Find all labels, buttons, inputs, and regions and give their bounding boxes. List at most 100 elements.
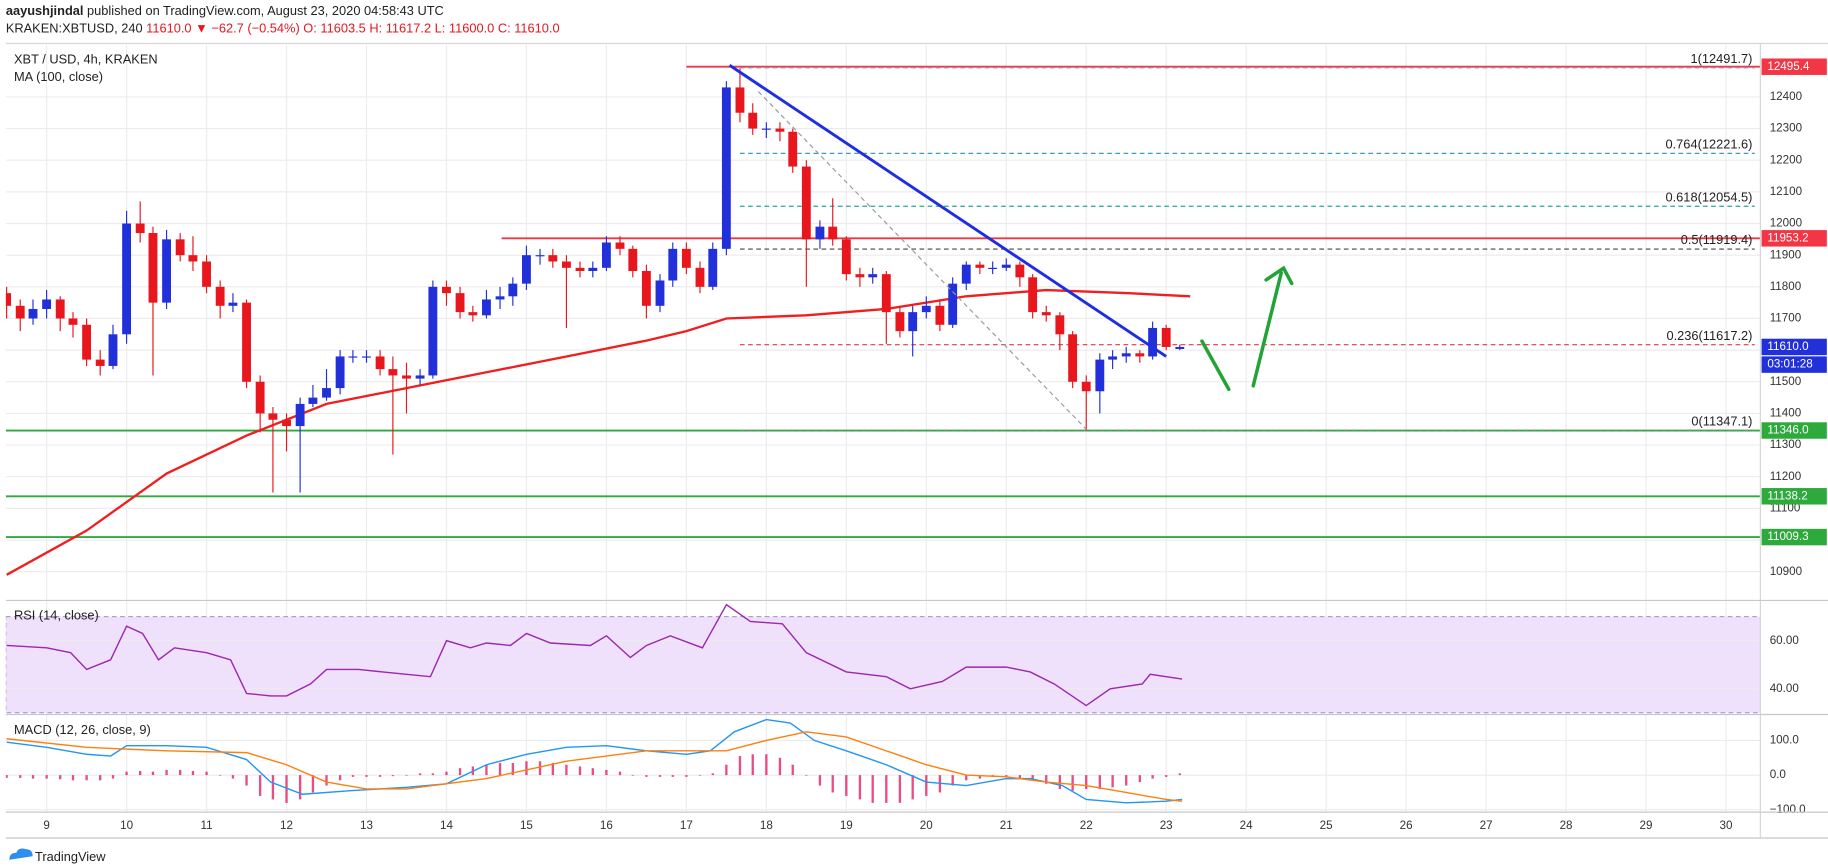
candle-body xyxy=(82,324,92,360)
candle-body xyxy=(308,397,318,404)
fib-label: 0.5(11919.4) xyxy=(1681,232,1753,247)
trendline xyxy=(757,91,1087,430)
author[interactable]: aayushjindal xyxy=(6,3,84,18)
series-line xyxy=(6,603,1183,707)
candle-body xyxy=(988,267,998,270)
x-tick-label: 13 xyxy=(360,819,373,832)
histogram-bar xyxy=(658,775,662,777)
histogram-bar xyxy=(1098,775,1101,789)
candle-body xyxy=(268,413,278,420)
histogram-bar xyxy=(591,768,594,776)
histogram-bar xyxy=(1125,775,1128,786)
price-tag-label: 11610.0 xyxy=(1767,340,1809,353)
candle-body xyxy=(855,274,865,278)
y-tick-label: 12000 xyxy=(1770,217,1803,230)
histogram-bar xyxy=(391,775,395,777)
histogram-bar xyxy=(71,775,75,781)
candle-body xyxy=(1121,353,1131,357)
candle-body xyxy=(801,166,811,240)
candle-body xyxy=(215,286,225,306)
histogram-bar xyxy=(951,775,954,786)
candle-body xyxy=(95,359,105,366)
candle-body xyxy=(561,261,571,268)
candle-body xyxy=(655,280,665,306)
histogram-bar xyxy=(85,775,88,781)
candle-body xyxy=(788,131,798,167)
panel xyxy=(5,601,1761,714)
candle-body xyxy=(482,299,491,316)
candle-body xyxy=(508,283,518,297)
x-tick-label: 23 xyxy=(1160,819,1173,832)
level-tag-label: 12495.4 xyxy=(1767,60,1810,73)
y-tick-label: 100.0 xyxy=(1770,733,1800,746)
ohlc: O: 11603.5 H: 11617.2 L: 11600.0 C: 1161… xyxy=(303,21,559,36)
candle-body xyxy=(1028,277,1038,313)
histogram-bar xyxy=(831,775,834,793)
histogram-bar xyxy=(1005,775,1008,777)
histogram-bar xyxy=(5,775,8,778)
histogram-bar xyxy=(818,775,822,786)
candle-body xyxy=(1081,381,1091,392)
candle-body xyxy=(135,223,145,234)
histogram-bar xyxy=(1138,775,1141,783)
quote: 11610.0 ▼ −62.7 (−0.54%) xyxy=(146,21,300,36)
histogram-bar xyxy=(618,771,622,776)
quote-line: KRAKEN:XBTUSD, 240 11610.0 ▼ −62.7 (−0.5… xyxy=(6,21,560,36)
candle-body xyxy=(175,239,185,256)
histogram-bar xyxy=(751,754,754,776)
histogram-bar xyxy=(258,775,262,796)
histogram-bar xyxy=(525,761,528,776)
logo[interactable]: TradingView xyxy=(35,849,106,864)
histogram-bar xyxy=(725,764,728,776)
candle-body xyxy=(668,248,678,281)
candle-body xyxy=(495,296,505,300)
x-tick-label: 18 xyxy=(760,819,773,832)
x-tick-label: 20 xyxy=(920,819,933,832)
panel-title: RSI (14, close) xyxy=(14,608,99,623)
histogram-bar xyxy=(139,770,142,776)
x-tick-label: 27 xyxy=(1480,819,1493,832)
histogram-bar xyxy=(1111,775,1114,788)
histogram-bar xyxy=(431,773,435,776)
histogram-bar xyxy=(858,775,862,800)
histogram-bar xyxy=(325,775,328,786)
y-tick-label: 11200 xyxy=(1770,470,1802,483)
histogram-bar xyxy=(191,770,195,776)
histogram-bar xyxy=(178,769,182,776)
candle-body xyxy=(388,369,398,376)
histogram-bar xyxy=(338,775,342,781)
histogram-bar xyxy=(405,775,408,776)
histogram-bar xyxy=(351,775,355,777)
histogram-bar xyxy=(245,775,248,786)
y-tick-label: 11100 xyxy=(1770,501,1801,514)
candle-body xyxy=(188,255,198,262)
histogram-bar xyxy=(1045,775,1048,784)
x-tick-label: 12 xyxy=(280,819,293,832)
histogram-bar xyxy=(911,775,914,800)
fib-label: 0(11347.1) xyxy=(1691,413,1752,428)
price-tag xyxy=(1761,338,1827,356)
candle-body xyxy=(895,312,905,332)
candle-body xyxy=(961,264,971,284)
candle-body xyxy=(535,255,545,257)
candle-body xyxy=(162,239,171,303)
candle-body xyxy=(202,261,211,287)
candle-body xyxy=(1148,327,1158,357)
rsi-band xyxy=(5,616,1761,714)
histogram-bar xyxy=(738,756,742,776)
candle-body xyxy=(721,87,731,249)
candle-body xyxy=(615,242,625,249)
countdown-tag xyxy=(1761,356,1827,373)
y-tick-label: 60.00 xyxy=(1770,634,1800,647)
candle-body xyxy=(761,128,771,130)
histogram-bar xyxy=(711,773,714,776)
y-tick-label: 11500 xyxy=(1770,375,1802,388)
y-tick-label: 11400 xyxy=(1770,406,1802,419)
histogram-bar xyxy=(125,771,128,776)
candle-body xyxy=(1015,264,1025,278)
fib-label: 1(12491.7) xyxy=(1690,51,1752,66)
candle-body xyxy=(428,286,438,376)
panel xyxy=(5,715,1761,812)
candle-body xyxy=(1135,353,1145,357)
